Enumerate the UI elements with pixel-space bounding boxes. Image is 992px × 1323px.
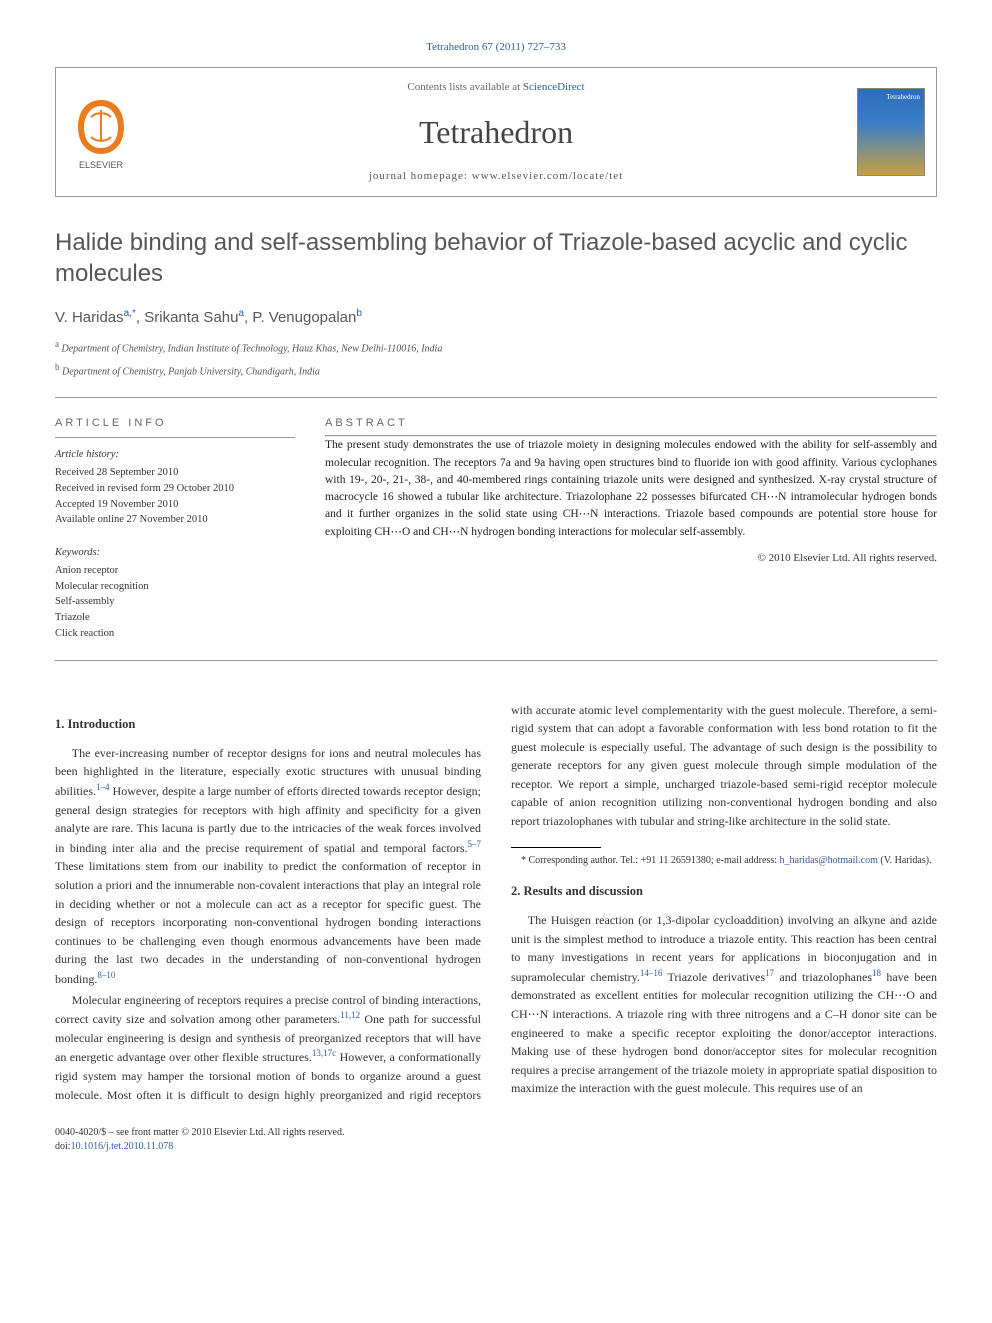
footnote-text: (V. Haridas). — [878, 855, 932, 866]
article-info-column: ARTICLE INFO Article history: Received 2… — [55, 416, 295, 642]
corresponding-author-footnote: * Corresponding author. Tel.: +91 11 265… — [511, 854, 937, 868]
info-rule — [55, 437, 295, 438]
citation-ref[interactable]: 1–4 — [96, 782, 110, 792]
author-2: , Srikanta Sahu — [136, 309, 239, 326]
para-text: These limitations stem from our inabilit… — [55, 859, 481, 986]
citation-ref[interactable]: 13,17c — [312, 1048, 336, 1058]
article-body: 1. Introduction The ever-increasing numb… — [55, 701, 937, 1105]
doi-line: doi:10.1016/j.tet.2010.11.078 — [55, 1140, 344, 1154]
doi-link[interactable]: 10.1016/j.tet.2010.11.078 — [71, 1141, 174, 1152]
journal-homepage-url[interactable]: www.elsevier.com/locate/tet — [472, 170, 624, 182]
body-paragraph: The Huisgen reaction (or 1,3-dipolar cyc… — [511, 911, 937, 1098]
article-title: Halide binding and self-assembling behav… — [55, 227, 937, 289]
footer-left: 0040-4020/$ – see front matter © 2010 El… — [55, 1126, 344, 1154]
citation-ref[interactable]: 5–7 — [468, 839, 482, 849]
author-3: , P. Venugopalan — [244, 309, 356, 326]
citation-ref[interactable]: 18 — [872, 968, 881, 978]
contents-prefix: Contents lists available at — [407, 81, 522, 93]
citation-ref[interactable]: 17 — [765, 968, 774, 978]
journal-header-center: Contents lists available at ScienceDirec… — [146, 68, 846, 196]
keyword-2: Molecular recognition — [55, 579, 295, 595]
journal-name: Tetrahedron — [146, 110, 846, 155]
abstract-bottom-divider — [55, 660, 937, 661]
author-list: V. Haridasa,*, Srikanta Sahua, P. Venugo… — [55, 307, 937, 328]
abstract-heading: ABSTRACT — [325, 416, 937, 431]
section-2-heading: 2. Results and discussion — [511, 882, 937, 901]
history-received: Received 28 September 2010 — [55, 465, 295, 481]
svg-text:ELSEVIER: ELSEVIER — [79, 160, 124, 170]
citation-ref[interactable]: 8–10 — [97, 970, 115, 980]
author-1: V. Haridas — [55, 309, 124, 326]
section-1-heading: 1. Introduction — [55, 715, 481, 734]
citation-line: Tetrahedron 67 (2011) 727–733 — [55, 40, 937, 55]
homepage-prefix: journal homepage: — [369, 170, 472, 182]
keyword-4: Triazole — [55, 610, 295, 626]
article-info-heading: ARTICLE INFO — [55, 416, 295, 431]
keyword-3: Self-assembly — [55, 594, 295, 610]
affiliation-a-text: Department of Chemistry, Indian Institut… — [59, 344, 442, 355]
sciencedirect-link[interactable]: ScienceDirect — [523, 81, 585, 93]
journal-cover-cell: Tetrahedron — [846, 68, 936, 196]
publisher-logo-cell: ELSEVIER — [56, 68, 146, 196]
abstract-copyright: © 2010 Elsevier Ltd. All rights reserved… — [325, 551, 937, 566]
journal-cover-thumb: Tetrahedron — [857, 88, 925, 176]
body-paragraph: The ever-increasing number of receptor d… — [55, 744, 481, 989]
article-history-heading: Article history: — [55, 448, 295, 463]
journal-homepage-line: journal homepage: www.elsevier.com/locat… — [146, 169, 846, 184]
doi-prefix: doi: — [55, 1141, 71, 1152]
footnote-rule — [511, 847, 601, 848]
affiliation-a: a Department of Chemistry, Indian Instit… — [55, 338, 937, 356]
elsevier-logo: ELSEVIER — [66, 92, 136, 172]
keyword-5: Click reaction — [55, 626, 295, 642]
contents-available-line: Contents lists available at ScienceDirec… — [146, 80, 846, 95]
section-divider — [55, 397, 937, 398]
abstract-text: The present study demonstrates the use o… — [325, 437, 937, 541]
keywords-heading: Keywords: — [55, 546, 295, 561]
author-3-affil: b — [356, 308, 362, 319]
footnote-email-link[interactable]: h_haridas@hotmail.com — [780, 855, 878, 866]
affiliation-b: b Department of Chemistry, Panjab Univer… — [55, 361, 937, 379]
history-accepted: Accepted 19 November 2010 — [55, 497, 295, 513]
abstract-column: ABSTRACT The present study demonstrates … — [325, 416, 937, 642]
keyword-1: Anion receptor — [55, 563, 295, 579]
para-text: and triazolophanes — [774, 970, 872, 984]
history-revised: Received in revised form 29 October 2010 — [55, 481, 295, 497]
para-text: have been demonstrated as excellent enti… — [511, 970, 937, 1096]
front-matter-line: 0040-4020/$ – see front matter © 2010 El… — [55, 1126, 344, 1140]
history-online: Available online 27 November 2010 — [55, 512, 295, 528]
affiliation-b-text: Department of Chemistry, Panjab Universi… — [60, 366, 320, 377]
footnote-text: Corresponding author. Tel.: +91 11 26591… — [529, 855, 780, 866]
citation-ref[interactable]: 14–16 — [640, 968, 663, 978]
footnote-star: * — [521, 855, 529, 866]
page-footer: 0040-4020/$ – see front matter © 2010 El… — [55, 1126, 937, 1154]
journal-header: ELSEVIER Contents lists available at Sci… — [55, 67, 937, 197]
journal-cover-title: Tetrahedron — [886, 93, 920, 103]
citation-ref[interactable]: 11,12 — [340, 1010, 360, 1020]
para-text: Triazole derivatives — [662, 970, 765, 984]
author-1-affil: a, — [124, 308, 132, 319]
para-text: However, despite a large number of effor… — [55, 784, 481, 855]
